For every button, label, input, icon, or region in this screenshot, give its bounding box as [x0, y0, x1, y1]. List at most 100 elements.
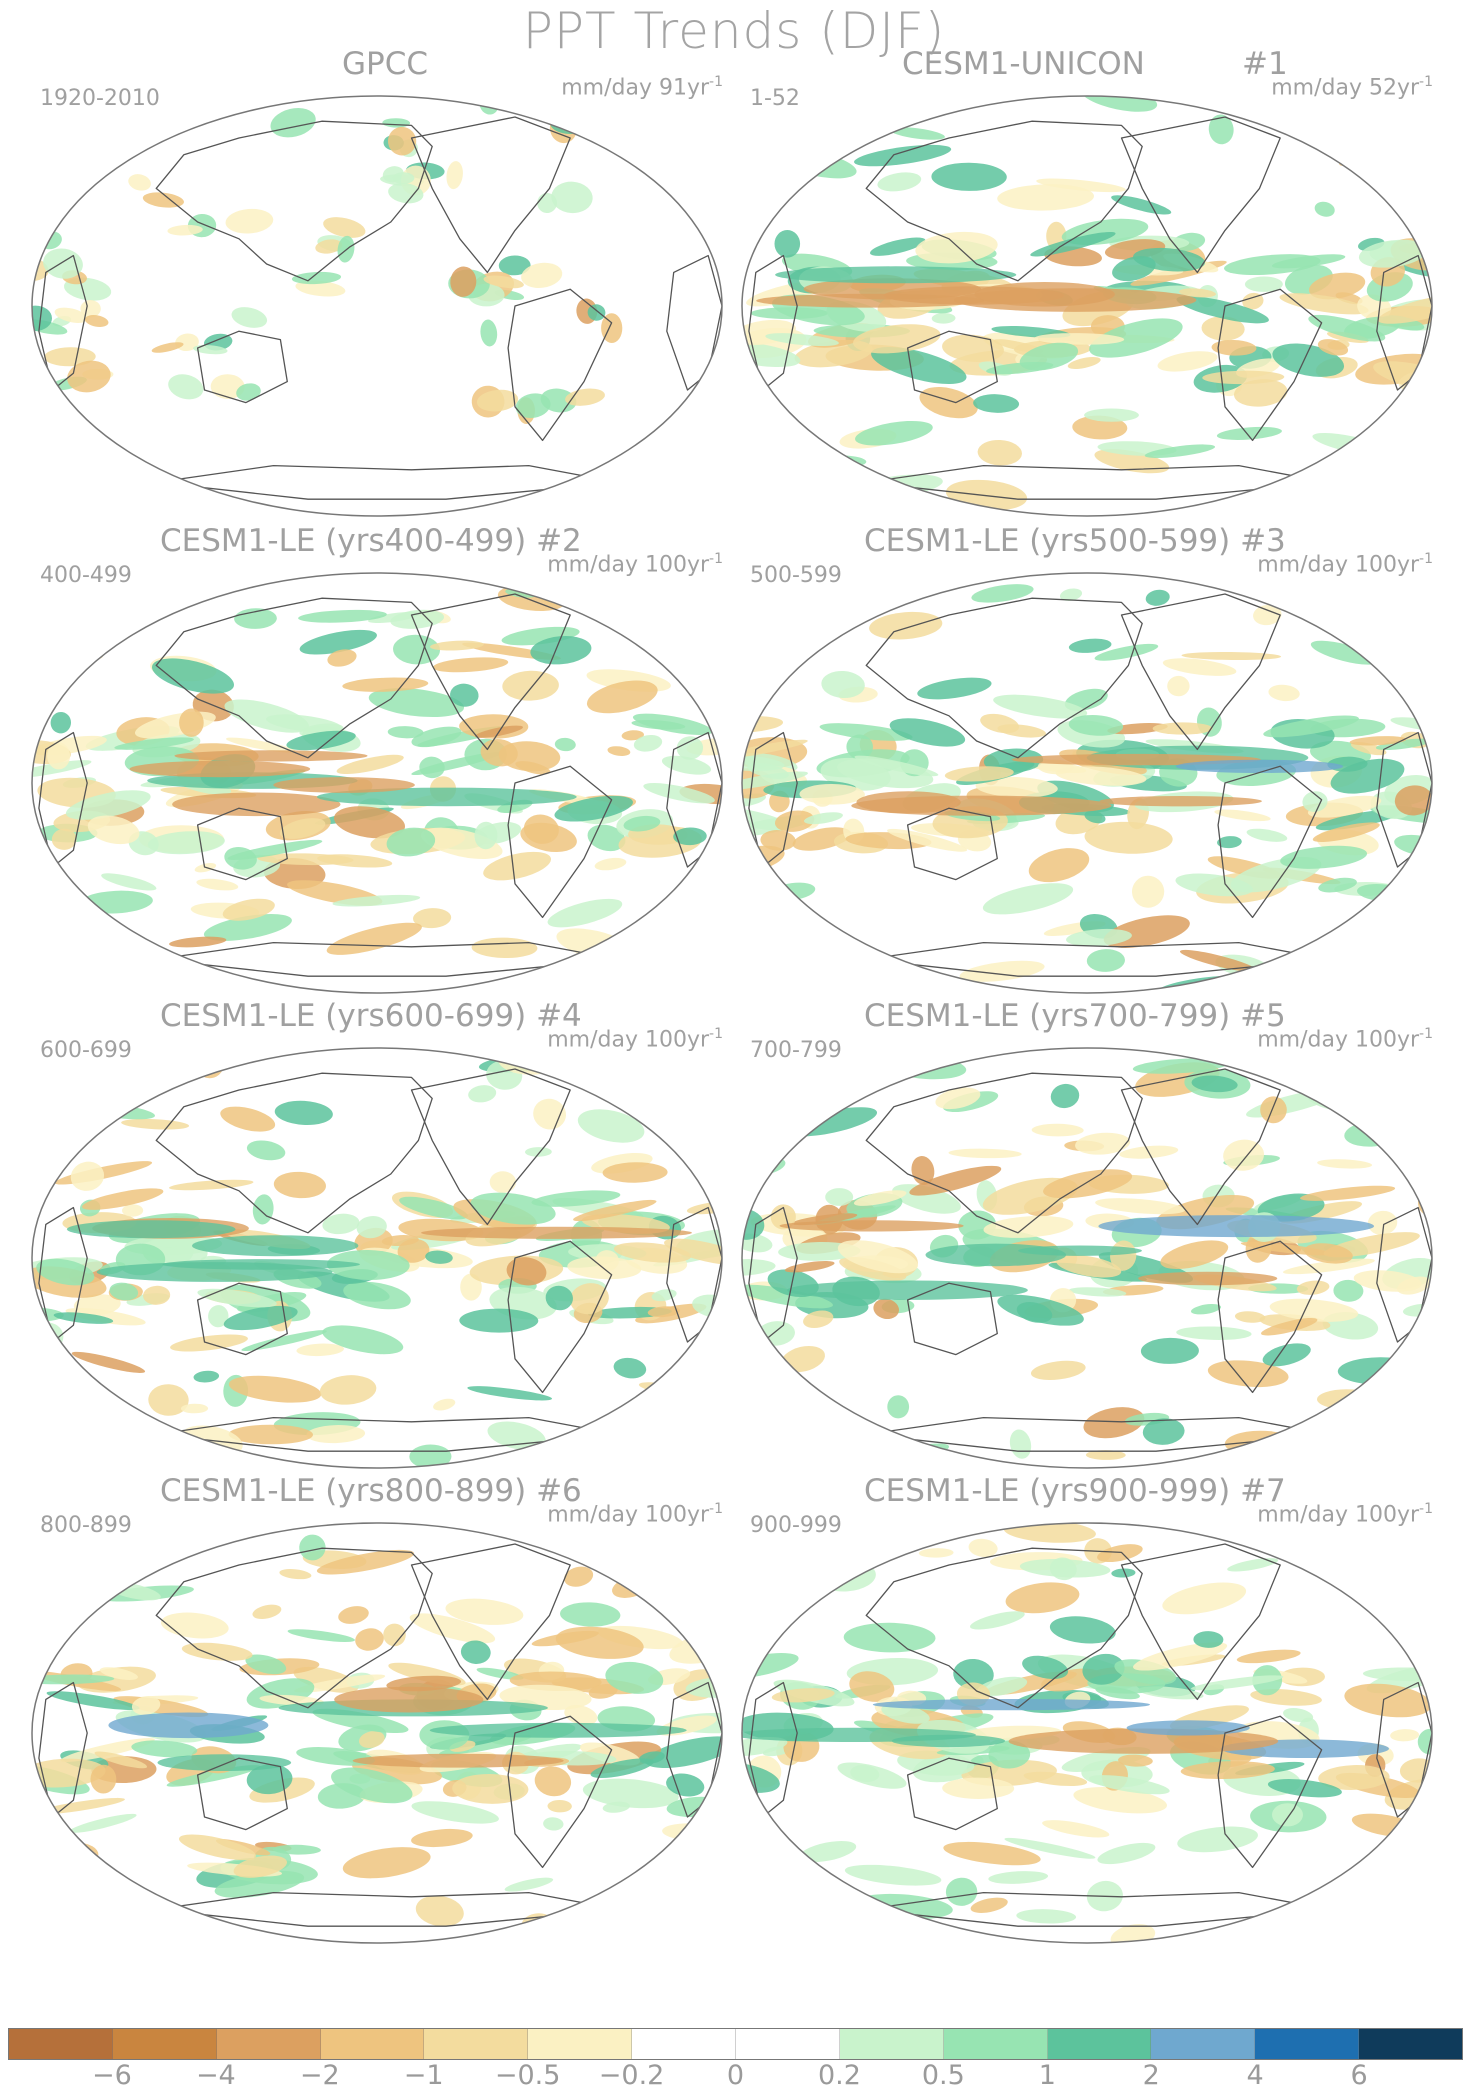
colorbar-swatch — [320, 2029, 425, 2059]
trend-patch — [1267, 1779, 1342, 1798]
trend-patch — [1133, 247, 1205, 272]
trend-patch — [1085, 1450, 1126, 1460]
coastline — [410, 116, 571, 274]
trend-patch — [917, 677, 992, 700]
colorbar-label: 2 — [1142, 2060, 1160, 2091]
trend-patch — [799, 783, 865, 805]
trend-patch — [266, 714, 342, 733]
trend-patch — [1016, 1909, 1077, 1924]
trend-patch — [233, 1855, 287, 1878]
trend-patch — [684, 1078, 722, 1092]
trend-patch — [774, 230, 801, 258]
map-border — [741, 1522, 1433, 1944]
trend-field — [32, 1048, 722, 1468]
trend-patch — [781, 1345, 825, 1373]
coastline — [38, 731, 88, 868]
trend-patch — [1242, 292, 1264, 310]
trend-patch — [853, 324, 941, 354]
trend-band — [157, 1754, 292, 1771]
trend-patch — [742, 1559, 789, 1587]
trend-patch — [114, 737, 194, 750]
trend-patch — [338, 1606, 369, 1624]
trend-patch — [1042, 1820, 1110, 1838]
colorbar-label: 0.5 — [921, 2060, 965, 2091]
panel-units: mm/day 91yr-1 — [561, 74, 723, 100]
trend-patch — [119, 1063, 148, 1083]
panel-years: 500-599 — [750, 563, 842, 588]
trend-patch — [223, 1305, 298, 1331]
trend-patch — [67, 360, 111, 393]
trend-patch — [1407, 1526, 1432, 1553]
trend-patch — [1179, 288, 1216, 298]
trend-patch — [834, 96, 867, 111]
trend-patch — [504, 1877, 554, 1892]
trend-patch — [1132, 1058, 1230, 1074]
map-panel: CESM1-LE (yrs400-499) #2 400-499 mm/day 10… — [31, 521, 737, 994]
trend-patch — [383, 1623, 406, 1647]
trend-patch — [252, 1604, 282, 1619]
trend-patch — [319, 1375, 377, 1405]
trend-patch — [661, 1050, 718, 1069]
trend-patch — [498, 741, 561, 772]
panel-units: mm/day 100yr-1 — [547, 1026, 723, 1052]
trend-patch — [399, 1196, 468, 1220]
coastline — [196, 330, 288, 404]
trend-patch — [279, 1569, 312, 1580]
trend-patch — [214, 1870, 305, 1898]
map-panel: CESM1-LE (yrs600-699) #4 600-699 mm/day 10… — [31, 996, 737, 1469]
colorbar-label: 0.2 — [817, 2060, 861, 2091]
trend-patch — [222, 898, 275, 921]
trend-patch — [1055, 766, 1147, 786]
colorbar-swatch — [632, 2029, 737, 2059]
coastline — [155, 1891, 620, 1927]
trend-patch — [72, 1877, 97, 1894]
colorbar-swatch — [112, 2029, 217, 2059]
trend-patch — [1397, 1605, 1432, 1638]
coastline — [155, 464, 620, 500]
trend-patch — [1318, 1765, 1390, 1790]
trend-patch — [1282, 1258, 1375, 1275]
trend-patch — [53, 1312, 114, 1324]
trend-patch — [390, 609, 444, 629]
trend-patch — [44, 347, 96, 367]
trend-patch — [147, 831, 225, 855]
trend-patch — [1082, 1653, 1125, 1685]
trend-patch — [101, 873, 157, 891]
trend-patch — [776, 1080, 837, 1108]
trend-patch — [1339, 139, 1428, 167]
trend-patch — [1308, 272, 1366, 300]
trend-patch — [413, 908, 452, 929]
panel-title: CESM1-LE (yrs900-999) #7 — [864, 1473, 1286, 1509]
units-exponent: -1 — [709, 1026, 723, 1042]
trend-band — [787, 1280, 1028, 1300]
trend-patch — [1066, 928, 1132, 947]
trend-patch — [327, 649, 357, 667]
trend-patch — [794, 339, 873, 368]
trend-patch — [489, 1171, 517, 1193]
panel-years: 1-52 — [750, 86, 800, 111]
trend-patch — [784, 1261, 835, 1273]
trend-patch — [122, 1204, 144, 1217]
trend-patch — [1361, 573, 1405, 606]
trend-band — [742, 1727, 976, 1742]
trend-patch — [1162, 658, 1237, 676]
trend-patch — [1191, 1075, 1238, 1093]
panel-number: #1 — [1242, 46, 1288, 82]
trend-patch — [432, 657, 509, 673]
trend-patch — [1133, 1642, 1228, 1671]
trend-patch — [148, 1384, 189, 1416]
trend-patch — [1263, 715, 1359, 738]
trend-patch — [32, 673, 68, 700]
trend-patch — [1350, 126, 1432, 159]
trend-patch — [869, 611, 943, 640]
trend-patch — [151, 342, 184, 353]
trend-patch — [824, 1421, 866, 1444]
trend-band — [352, 1753, 564, 1768]
trend-patch — [425, 1250, 453, 1264]
trend-patch — [948, 1148, 1022, 1159]
trend-patch — [1271, 254, 1346, 269]
trend-patch — [1208, 114, 1234, 145]
trend-patch — [36, 1258, 95, 1286]
trend-patch — [1367, 1210, 1398, 1235]
trend-patch — [982, 883, 1074, 915]
